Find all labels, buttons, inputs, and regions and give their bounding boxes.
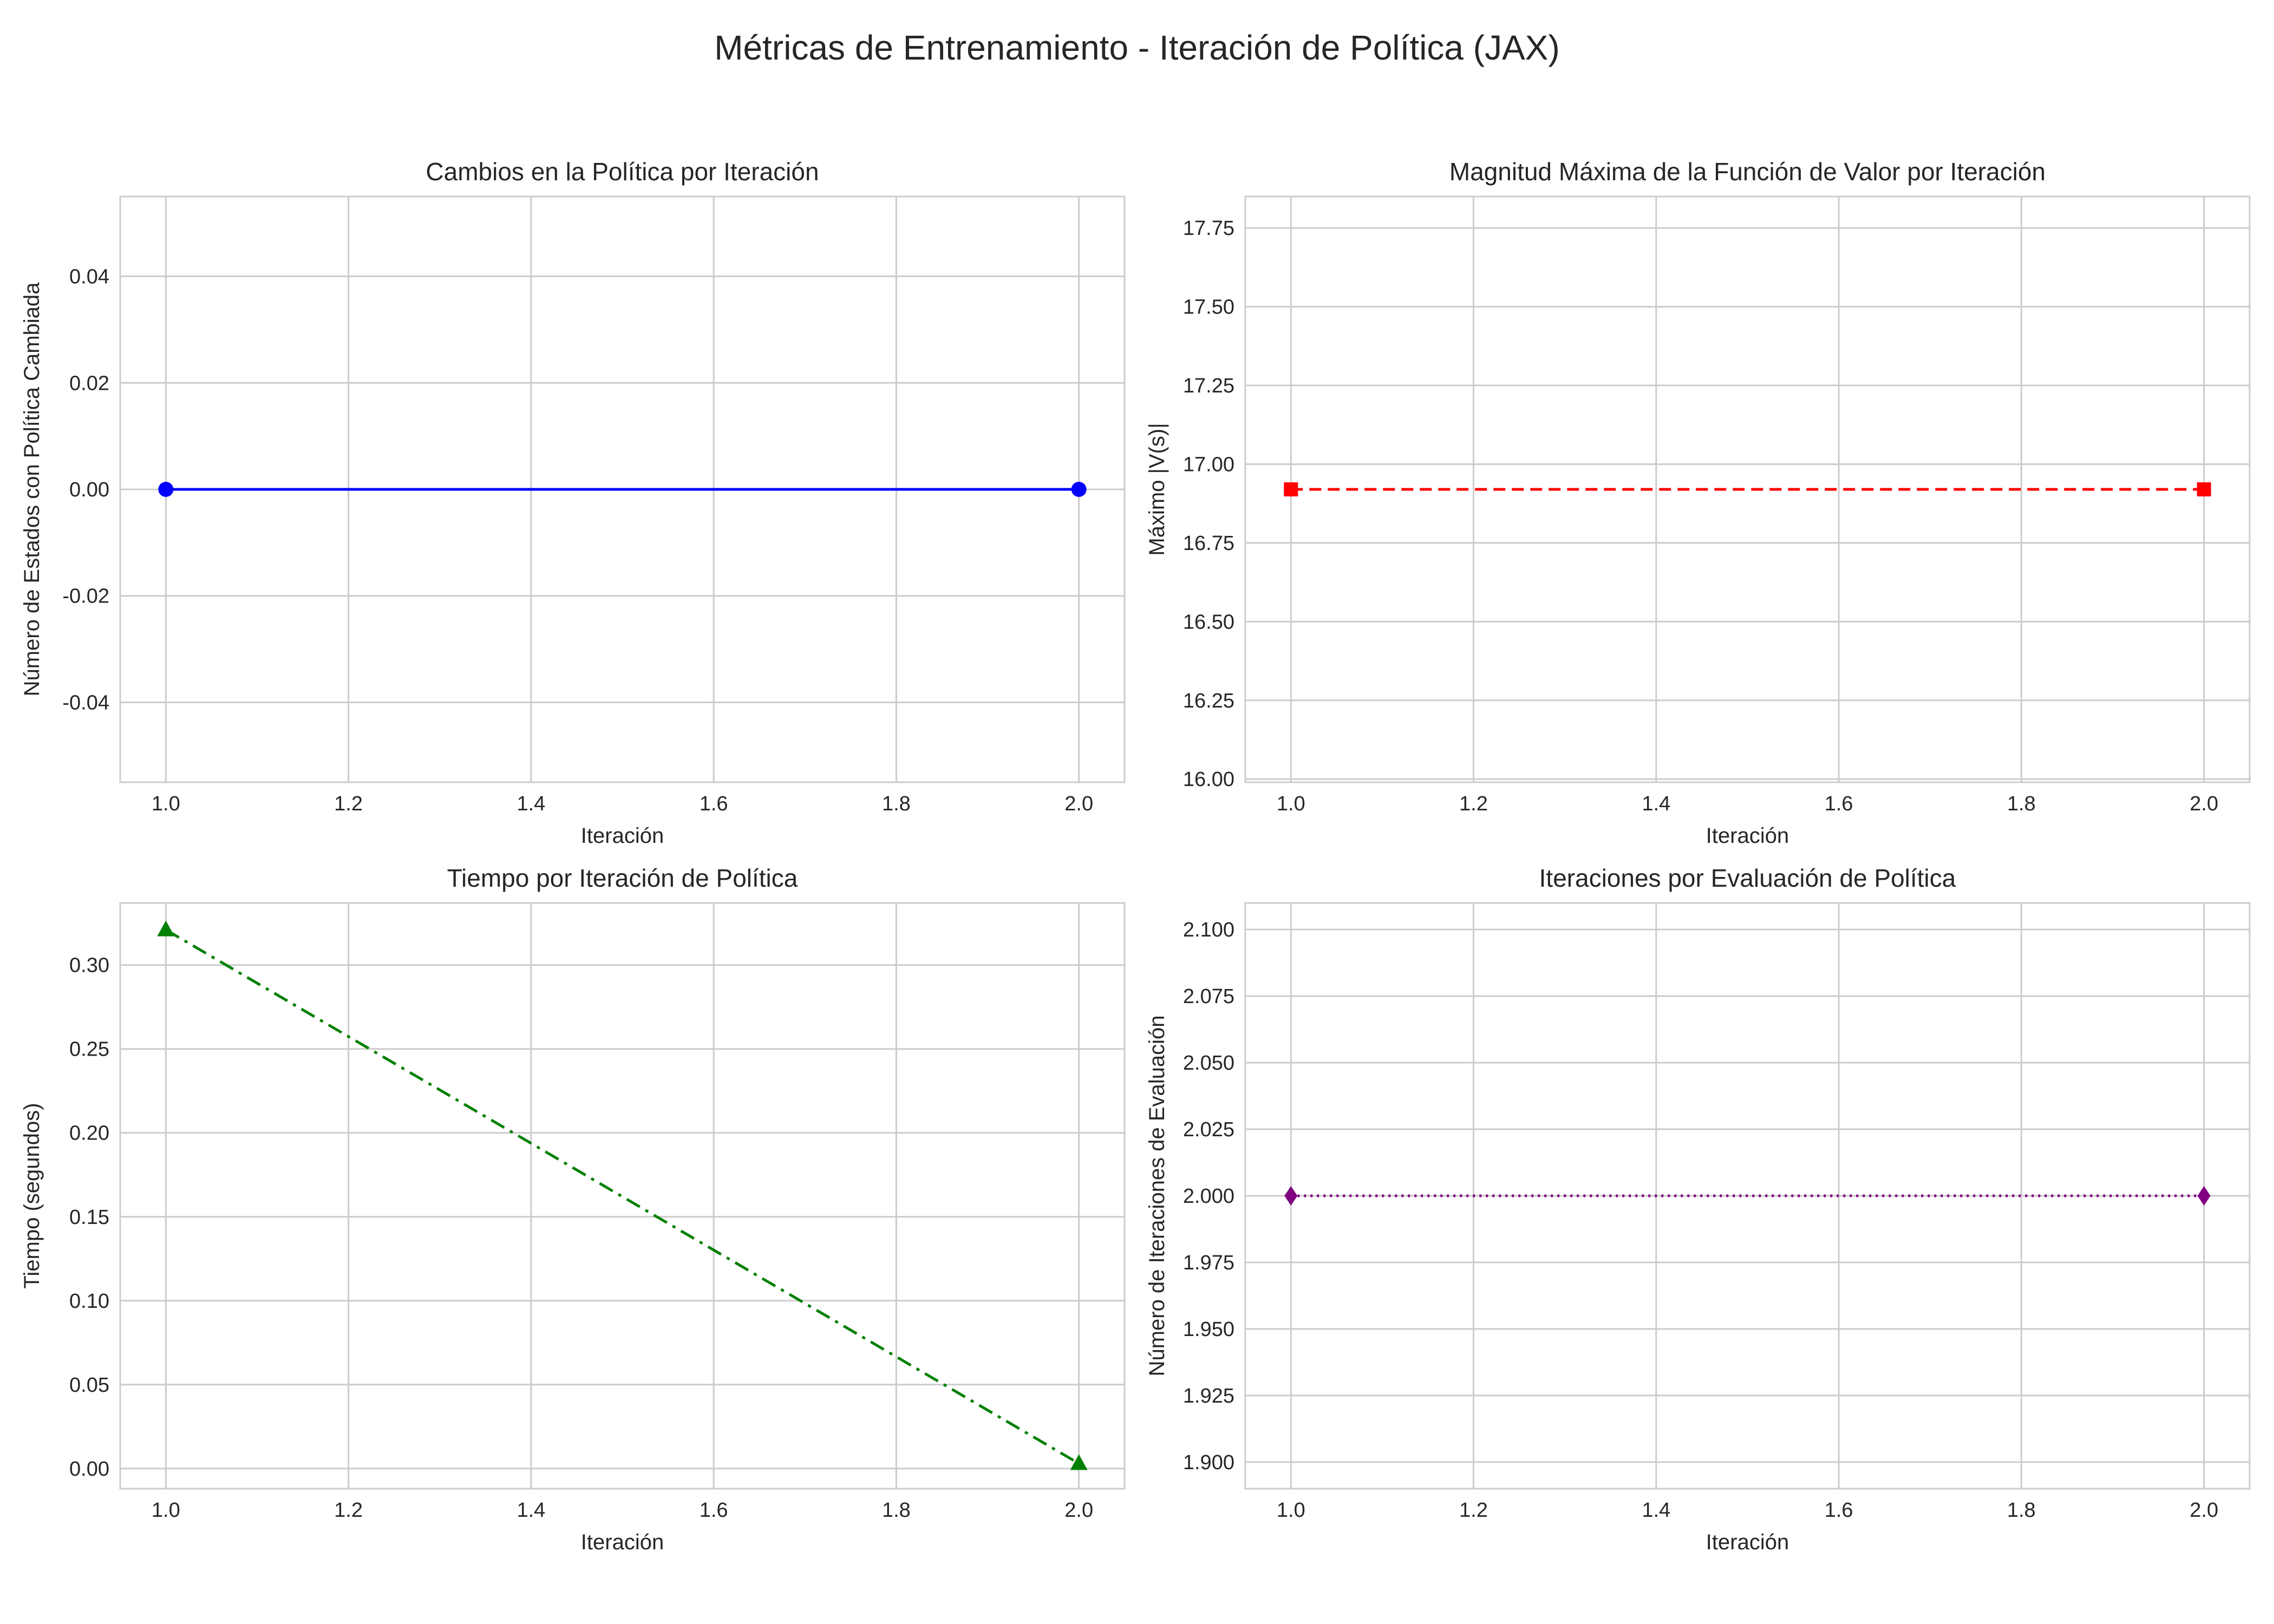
x-axis-label: Iteración xyxy=(1706,1530,1789,1554)
x-tick-label: 2.0 xyxy=(2190,793,2218,815)
y-tick-label: 17.50 xyxy=(1183,296,1234,319)
axes-frame xyxy=(1244,902,2251,1490)
x-tick-label: 1.4 xyxy=(517,793,545,815)
y-tick-label: -0.04 xyxy=(62,691,109,714)
x-tick-label: 1.8 xyxy=(2007,793,2036,815)
x-tick-label: 1.6 xyxy=(700,793,728,815)
data-point xyxy=(158,482,174,497)
x-tick-label: 2.0 xyxy=(2190,1499,2218,1522)
y-tick-label: 2.000 xyxy=(1183,1185,1234,1208)
y-tick-label: 17.25 xyxy=(1183,375,1234,397)
series-line xyxy=(165,928,1080,1465)
data-point xyxy=(157,920,175,937)
x-tick-label: 1.8 xyxy=(882,793,911,815)
subplot-title: Cambios en la Política por Iteración xyxy=(426,158,819,186)
x-tick-label: 1.6 xyxy=(700,1499,728,1522)
y-tick-label: 16.25 xyxy=(1183,690,1234,712)
data-point xyxy=(1284,482,1298,496)
x-tick-label: 1.2 xyxy=(334,1499,363,1522)
y-tick-label: 0.30 xyxy=(69,954,109,977)
x-tick-label: 2.0 xyxy=(1064,1499,1093,1522)
x-axis-label: Iteración xyxy=(581,824,664,848)
y-tick-label: 1.975 xyxy=(1183,1252,1234,1274)
x-tick-label: 1.4 xyxy=(1642,793,1670,815)
x-axis-label: Iteración xyxy=(581,1530,664,1554)
y-tick-label: 0.00 xyxy=(69,479,109,501)
x-axis-label: Iteración xyxy=(1706,824,1789,848)
y-tick-label: 17.00 xyxy=(1183,453,1234,476)
y-axis-label: Número de Iteraciones de Evaluación xyxy=(1145,1015,1169,1376)
y-axis-label: Máximo |V(s)| xyxy=(1145,423,1169,555)
x-tick-label: 1.2 xyxy=(1459,793,1488,815)
y-tick-label: 0.00 xyxy=(69,1458,109,1481)
subplot-4: 1.0 1.2 1.4 1.6 1.8 2.0 1.900 1.925 1.950 1.975 2.… xyxy=(1145,864,2251,1554)
subplot-title: Tiempo por Iteración de Política xyxy=(447,864,798,892)
x-tick-label: 1.6 xyxy=(1825,793,1853,815)
y-tick-label: 1.925 xyxy=(1183,1385,1234,1407)
y-tick-label: -0.02 xyxy=(62,585,109,608)
y-tick-label: 0.15 xyxy=(69,1206,109,1229)
x-tick-label: 1.8 xyxy=(2007,1499,2036,1522)
data-point xyxy=(2197,1186,2211,1206)
y-tick-label: 0.10 xyxy=(69,1290,109,1313)
figure-title: Métricas de Entrenamiento - Iteración de… xyxy=(714,28,1560,67)
axes-frame xyxy=(119,902,1126,1490)
y-axis-label: Número de Estados con Política Cambiada xyxy=(20,282,44,697)
y-tick-label: 0.02 xyxy=(69,372,109,395)
x-tick-label: 1.8 xyxy=(882,1499,911,1522)
x-tick-label: 1.0 xyxy=(1277,793,1305,815)
data-point xyxy=(1070,1454,1088,1470)
y-tick-label: 1.900 xyxy=(1183,1451,1234,1474)
y-tick-label: 17.75 xyxy=(1183,217,1234,240)
x-tick-label: 1.0 xyxy=(152,793,180,815)
x-tick-label: 1.0 xyxy=(1277,1499,1305,1522)
y-axis-label: Tiempo (segundos) xyxy=(20,1103,44,1288)
subplot-title: Iteraciones por Evaluación de Política xyxy=(1539,864,1956,892)
x-tick-label: 1.4 xyxy=(517,1499,545,1522)
x-tick-label: 2.0 xyxy=(1064,793,1093,815)
subplot-1: 1.0 1.2 1.4 1.6 1.8 2.0 -0.04 -0.02 0.00 0.02 0.04… xyxy=(20,158,1126,848)
y-tick-label: 2.050 xyxy=(1183,1052,1234,1075)
y-tick-label: 2.025 xyxy=(1183,1118,1234,1141)
x-tick-label: 1.4 xyxy=(1642,1499,1670,1522)
y-tick-label: 0.04 xyxy=(69,266,109,289)
x-tick-label: 1.6 xyxy=(1825,1499,1853,1522)
y-tick-label: 16.75 xyxy=(1183,532,1234,555)
data-point xyxy=(2197,482,2211,496)
data-point xyxy=(1071,482,1087,497)
y-tick-label: 2.100 xyxy=(1183,919,1234,941)
y-tick-label: 0.05 xyxy=(69,1374,109,1397)
y-tick-label: 16.50 xyxy=(1183,611,1234,633)
x-tick-label: 1.2 xyxy=(1459,1499,1488,1522)
subplot-3: 1.0 1.2 1.4 1.6 1.8 2.0 0.00 0.05 0.10 0.15 0.20 0.… xyxy=(20,864,1126,1554)
y-tick-label: 0.20 xyxy=(69,1122,109,1145)
y-tick-label: 0.25 xyxy=(69,1038,109,1061)
axes-frame xyxy=(119,195,1126,783)
x-tick-label: 1.0 xyxy=(152,1499,180,1522)
y-tick-label: 1.950 xyxy=(1183,1318,1234,1341)
subplot-2: 1.0 1.2 1.4 1.6 1.8 2.0 16.00 16.25 16.50 16.75 17… xyxy=(1145,158,2251,848)
y-tick-label: 2.075 xyxy=(1183,985,1234,1008)
x-tick-label: 1.2 xyxy=(334,793,363,815)
y-tick-label: 16.00 xyxy=(1183,768,1234,791)
data-point xyxy=(1284,1186,1298,1206)
subplot-title: Magnitud Máxima de la Función de Valor p… xyxy=(1449,158,2046,186)
axes-frame xyxy=(1244,195,2251,783)
